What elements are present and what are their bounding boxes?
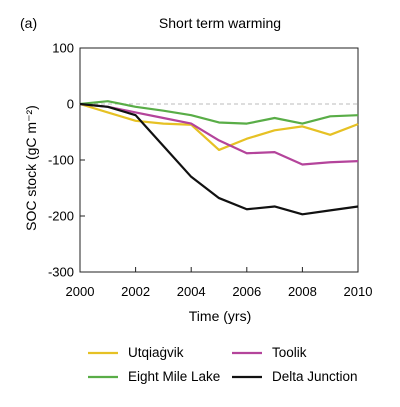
y-axis-ticks: 100 0 -100 -200 -300 bbox=[48, 41, 85, 280]
plot-frame bbox=[79, 47, 359, 273]
y-tick-label: -300 bbox=[48, 265, 74, 280]
y-tick-label: -200 bbox=[48, 209, 74, 224]
x-tick-label: 2006 bbox=[232, 284, 261, 299]
x-tick-label: 2004 bbox=[177, 284, 206, 299]
series-layer bbox=[79, 100, 359, 216]
legend-label: Delta Junction bbox=[272, 369, 358, 384]
x-tick-label: 2010 bbox=[344, 284, 373, 299]
x-axis-label: Time (yrs) bbox=[189, 308, 251, 324]
series-line-delta-junction bbox=[79, 102, 359, 216]
legend-label: Utqiaġvik bbox=[128, 345, 184, 360]
chart-title: Short term warming bbox=[159, 15, 281, 31]
x-tick-label: 2008 bbox=[288, 284, 317, 299]
x-tick-label: 2002 bbox=[121, 284, 150, 299]
panel-label: (a) bbox=[20, 15, 37, 31]
y-tick-label: -100 bbox=[48, 153, 74, 168]
x-tick-label: 2000 bbox=[66, 284, 95, 299]
legend-label: Toolik bbox=[272, 345, 307, 360]
y-tick-label: 0 bbox=[67, 97, 74, 112]
y-tick-label: 100 bbox=[52, 41, 74, 56]
legend: Utqiaġvik Toolik Eight Mile Lake Delta Junc… bbox=[88, 345, 358, 384]
legend-label: Eight Mile Lake bbox=[128, 369, 220, 384]
series-line-eight-mile-lake bbox=[79, 100, 359, 125]
y-axis-label: SOC stock (gC m⁻²) bbox=[23, 105, 39, 231]
series-line-utqia-vik bbox=[79, 102, 359, 152]
series-line-toolik bbox=[79, 102, 359, 166]
x-axis-ticks: 2000 2002 2004 2006 2008 2010 bbox=[66, 267, 373, 299]
plot-area bbox=[79, 47, 359, 273]
